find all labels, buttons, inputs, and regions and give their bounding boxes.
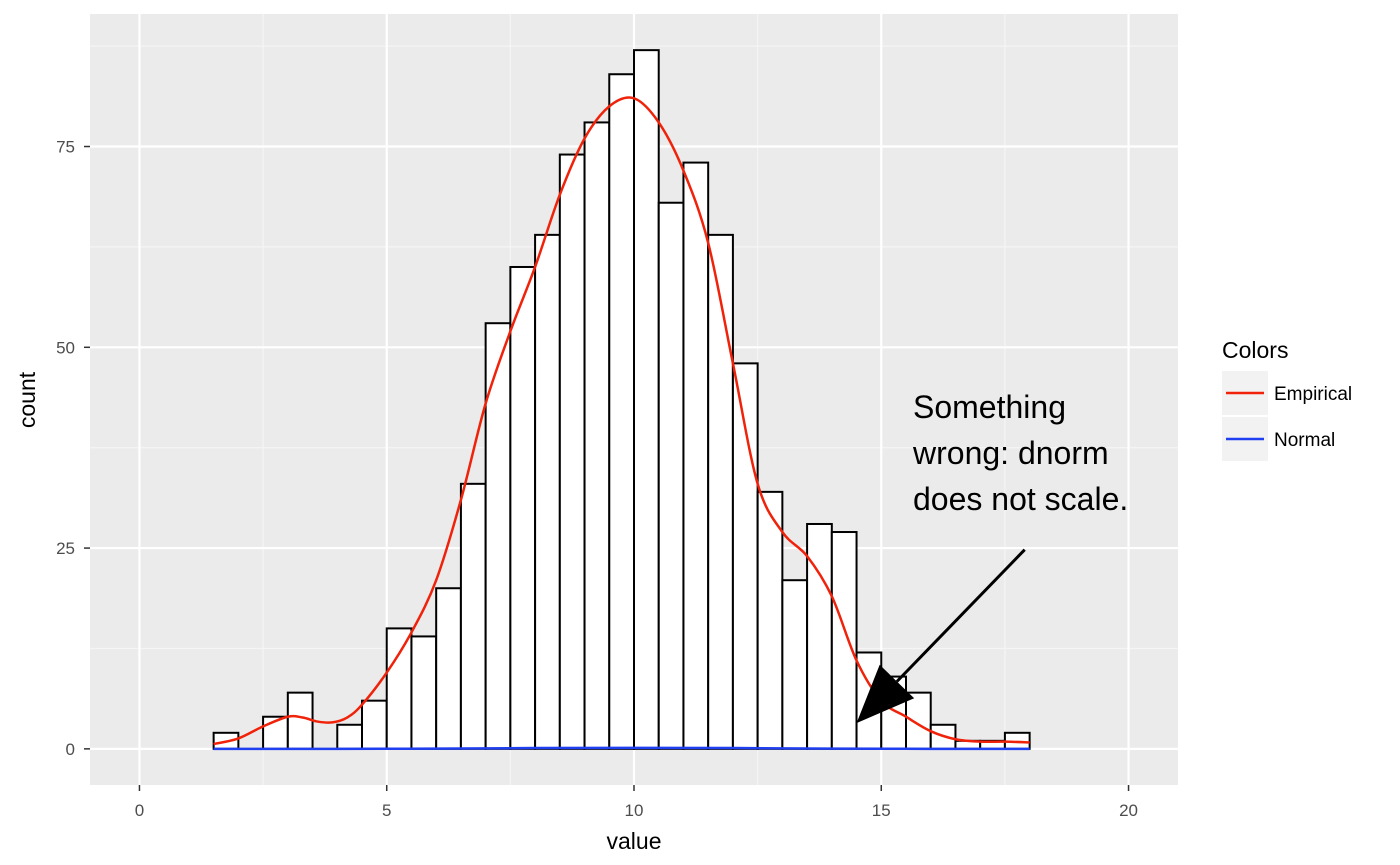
- annotation-line-3: does not scale.: [913, 481, 1128, 517]
- y-tick-label-50: 50: [56, 338, 75, 357]
- histogram-bar: [385, 627, 413, 750]
- annotation-line-2: wrong: dnorm: [912, 435, 1109, 471]
- histogram-bar: [583, 121, 611, 750]
- histogram-bar: [830, 531, 858, 750]
- histogram-bars: [212, 49, 1031, 750]
- y-tick-label-0: 0: [66, 740, 75, 759]
- histogram-bar: [781, 579, 809, 750]
- x-tick-label-10: 10: [625, 801, 644, 820]
- histogram-bar: [509, 265, 537, 750]
- y-tick-label-25: 25: [56, 539, 75, 558]
- histogram-bar: [633, 49, 660, 750]
- series-line-normal: [213, 746, 1030, 751]
- x-tick-label-20: 20: [1119, 801, 1138, 820]
- legend-title: Colors: [1222, 337, 1288, 363]
- histogram-bar: [806, 522, 833, 750]
- histogram-bar: [608, 73, 635, 750]
- histogram-bar: [707, 233, 734, 750]
- y-axis-title: count: [14, 371, 40, 428]
- legend-label-empirical: Empirical: [1274, 384, 1352, 405]
- histogram-bar: [731, 362, 759, 750]
- histogram-bar: [459, 482, 487, 750]
- legend: Colors Empirical Normal: [1222, 337, 1352, 461]
- legend-label-normal: Normal: [1274, 430, 1335, 451]
- histogram-bar: [336, 723, 364, 750]
- histogram-bar: [682, 161, 710, 750]
- x-axis-title: value: [607, 828, 662, 854]
- histogram-bar: [484, 322, 512, 750]
- histogram-bar: [534, 233, 561, 750]
- y-axis-ticks: [84, 145, 90, 750]
- histogram-bar: [286, 691, 314, 750]
- y-tick-label-75: 75: [56, 138, 75, 157]
- x-axis-ticks: [138, 785, 1130, 791]
- histogram-bar: [905, 691, 932, 750]
- annotation-line-1: Something: [913, 389, 1066, 425]
- histogram-bar: [756, 490, 784, 750]
- histogram-bar: [558, 153, 586, 750]
- x-tick-label-0: 0: [135, 801, 144, 820]
- x-tick-label-15: 15: [872, 801, 891, 820]
- annotation-arrow-shaft: [895, 548, 1026, 683]
- annotation-arrow-head: [856, 664, 915, 724]
- histogram-bar: [435, 587, 462, 750]
- histogram-bar: [410, 635, 438, 750]
- histogram-bar: [657, 201, 685, 750]
- x-tick-label-5: 5: [382, 801, 391, 820]
- histogram-bar: [361, 699, 388, 750]
